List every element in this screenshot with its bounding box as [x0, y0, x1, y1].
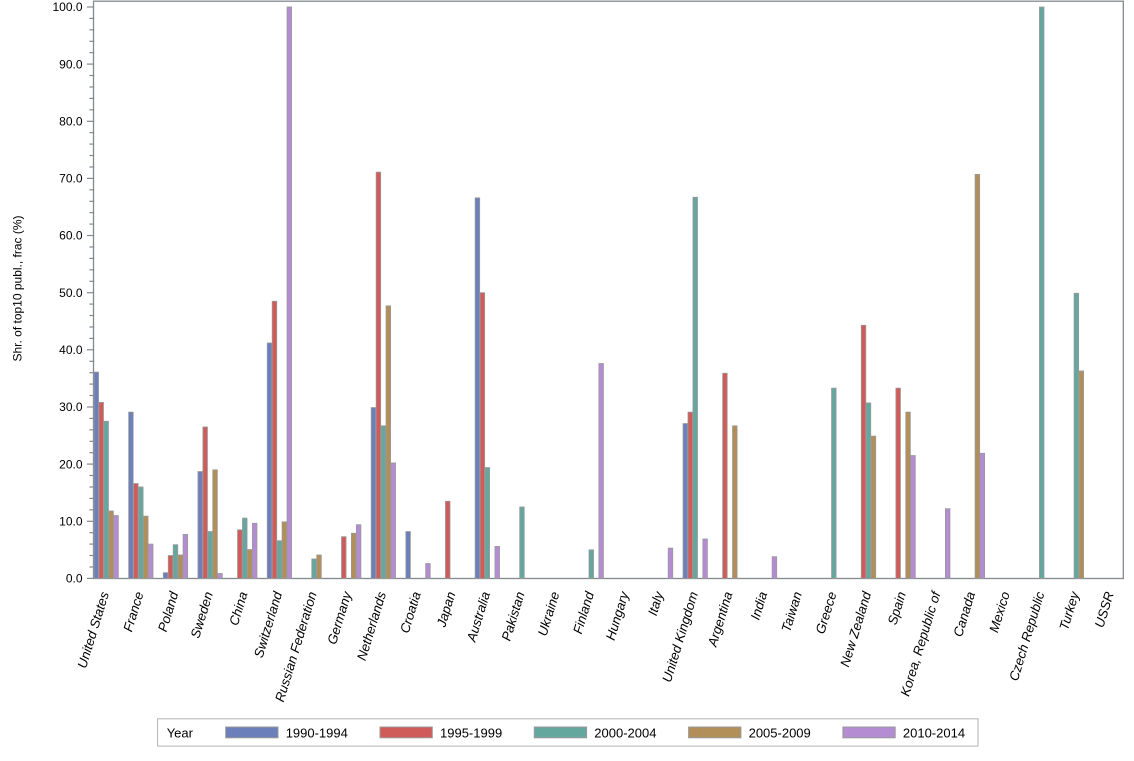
svg-text:20.0: 20.0 [59, 457, 83, 471]
svg-text:Year: Year [167, 725, 194, 740]
svg-text:80.0: 80.0 [59, 115, 83, 129]
svg-text:70.0: 70.0 [59, 172, 83, 186]
svg-text:90.0: 90.0 [59, 57, 83, 71]
svg-text:2005-2009: 2005-2009 [749, 725, 811, 740]
svg-text:Italy: Italy [645, 589, 667, 618]
svg-text:40.0: 40.0 [59, 343, 83, 357]
svg-text:2010-2014: 2010-2014 [903, 725, 965, 740]
svg-text:0.0: 0.0 [66, 572, 83, 586]
svg-text:50.0: 50.0 [59, 286, 83, 300]
svg-text:30.0: 30.0 [59, 400, 83, 414]
svg-text:1990-1994: 1990-1994 [286, 725, 348, 740]
svg-text:2000-2004: 2000-2004 [594, 725, 656, 740]
svg-text:1995-1999: 1995-1999 [440, 725, 502, 740]
svg-text:60.0: 60.0 [59, 229, 83, 243]
svg-text:Shr. of top10 publ., frac (%): Shr. of top10 publ., frac (%) [11, 215, 25, 361]
svg-text:100.0: 100.0 [52, 0, 82, 14]
svg-text:10.0: 10.0 [59, 515, 83, 529]
